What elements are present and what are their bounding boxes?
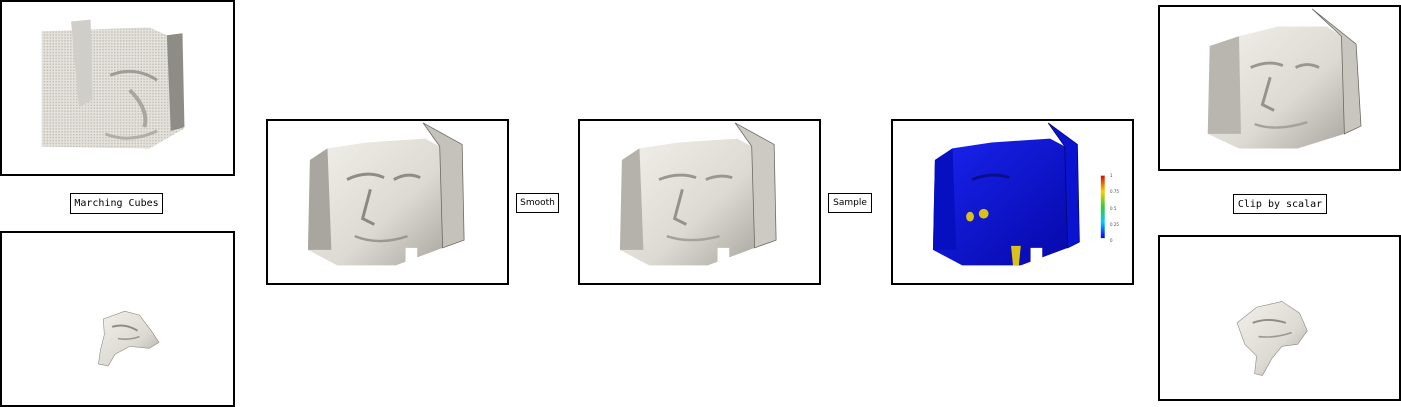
sample-label: Sample [828,193,872,213]
colorbar-tick: 0.5 [1110,205,1117,211]
colorbar-tick: 0 [1110,238,1113,243]
marching-cubes-label: Marching Cubes [70,193,163,214]
skull-render [98,310,160,367]
colorbar-tick: 0.25 [1110,221,1119,227]
colorbar-tick: 1 [1110,173,1113,178]
marching-cubes-face-panel [0,0,235,176]
smooth-result-panel [578,119,821,285]
clipped-skull-render [1236,301,1308,376]
marching-cubes-result-panel [266,119,509,285]
colorbar-tick: 0.75 [1110,189,1119,195]
sample-result-panel: 1 0.75 0.5 0.25 0 [891,119,1134,285]
voxel-face-render [41,19,185,149]
clip-skull-panel [1158,235,1401,401]
smoothed-face-render [619,122,777,266]
clipped-face-render [1207,8,1362,149]
colorbar-ticks: 1 0.75 0.5 0.25 0 [1110,173,1132,243]
scalar-face-render [932,122,1105,266]
colorbar [1100,175,1105,239]
smooth-label: Smooth [516,193,559,213]
face-render [307,122,465,266]
clip-by-scalar-label: Clip by scalar [1233,194,1327,214]
marching-cubes-skull-panel [0,231,235,407]
clip-face-panel [1158,5,1401,171]
